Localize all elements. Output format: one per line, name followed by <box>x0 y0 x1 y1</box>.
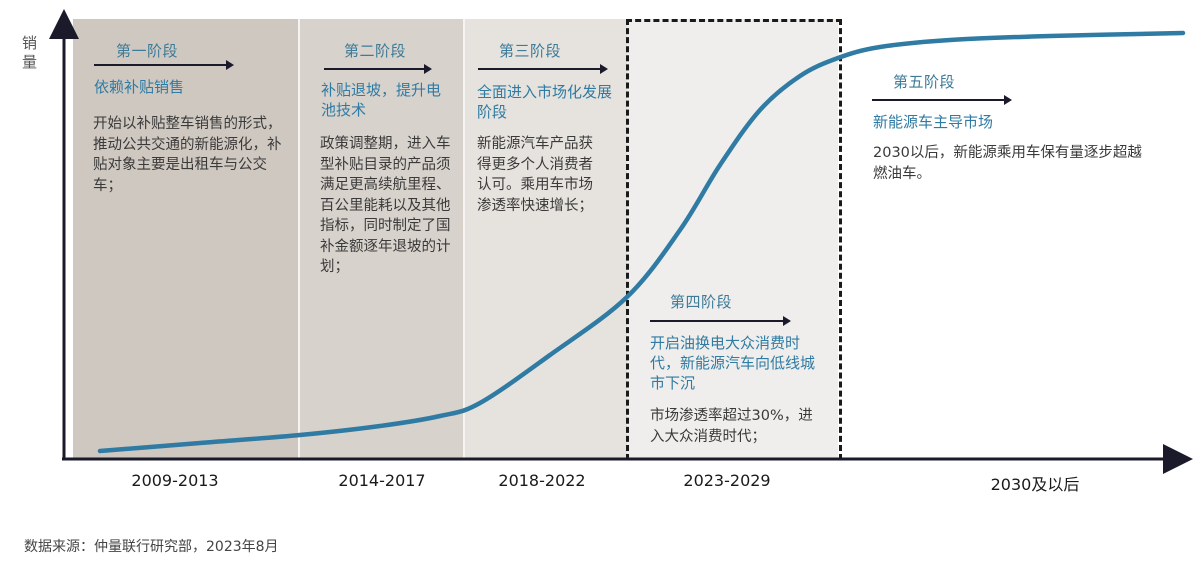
stage-1-title: 第一阶段 <box>116 42 179 60</box>
y-axis-label: 销量 <box>22 34 38 71</box>
stage-2-panel <box>300 19 463 459</box>
panel-divider <box>463 19 465 459</box>
stage-4-title: 第四阶段 <box>670 293 733 311</box>
stage-1-arrow-icon <box>94 60 234 70</box>
stage-4-panel <box>627 19 838 459</box>
stage-3-description: 新能源汽车产品获得更多个人消费者认可。乘用车市场渗透率快速增长； <box>477 136 593 214</box>
stage-5-title: 第五阶段 <box>893 73 956 91</box>
stage-5-subtitle: 新能源车主导市场 <box>873 113 994 131</box>
stage-5-arrow-icon <box>872 95 1012 105</box>
stage-4-highlight-box <box>626 19 842 460</box>
source-note: 数据来源：仲量联行研究部，2023年8月 <box>24 539 279 555</box>
stage-5-description: 2030以后，新能源乘用车保有量逐步超越燃油车。 <box>873 145 1142 182</box>
stage-4-description: 市场渗透率超过30%，进入大众消费时代； <box>650 408 813 445</box>
stage-2-title: 第二阶段 <box>344 42 407 60</box>
stage-1-description: 开始以补贴整车销售的形式，推动公共交通的新能源化，补贴对象主要是出租车与公交车； <box>93 116 282 194</box>
x-label-2018-2022: 2018-2022 <box>498 471 586 490</box>
stage-3-panel <box>465 19 627 459</box>
stage-3-arrow-icon <box>478 64 608 74</box>
stage-2-arrow-icon <box>324 64 432 74</box>
stage-3-subtitle: 全面进入市场化发展阶段 <box>477 83 613 121</box>
stage-1-subtitle: 依赖补贴销售 <box>94 78 185 96</box>
stage-3-title: 第三阶段 <box>499 42 562 60</box>
x-label-2030-onward: 2030及以后 <box>990 475 1080 494</box>
x-label-2023-2029: 2023-2029 <box>683 471 771 490</box>
stage-4-subtitle: 开启油换电大众消费时代，新能源汽车向低线城市下沉 <box>650 334 816 392</box>
x-label-2009-2013: 2009-2013 <box>131 471 219 490</box>
stage-1-panel <box>73 19 298 459</box>
sales-s-curve <box>97 30 1186 454</box>
x-label-2014-2017: 2014-2017 <box>338 471 426 490</box>
stage-4-arrow-icon <box>650 316 791 326</box>
panel-divider <box>298 19 300 459</box>
stage-2-subtitle: 补贴退坡，提升电池技术 <box>321 81 442 119</box>
stage-2-description: 政策调整期，进入车型补贴目录的产品须满足更高续航里程、百公里能耗以及其他指标，同… <box>320 136 451 275</box>
